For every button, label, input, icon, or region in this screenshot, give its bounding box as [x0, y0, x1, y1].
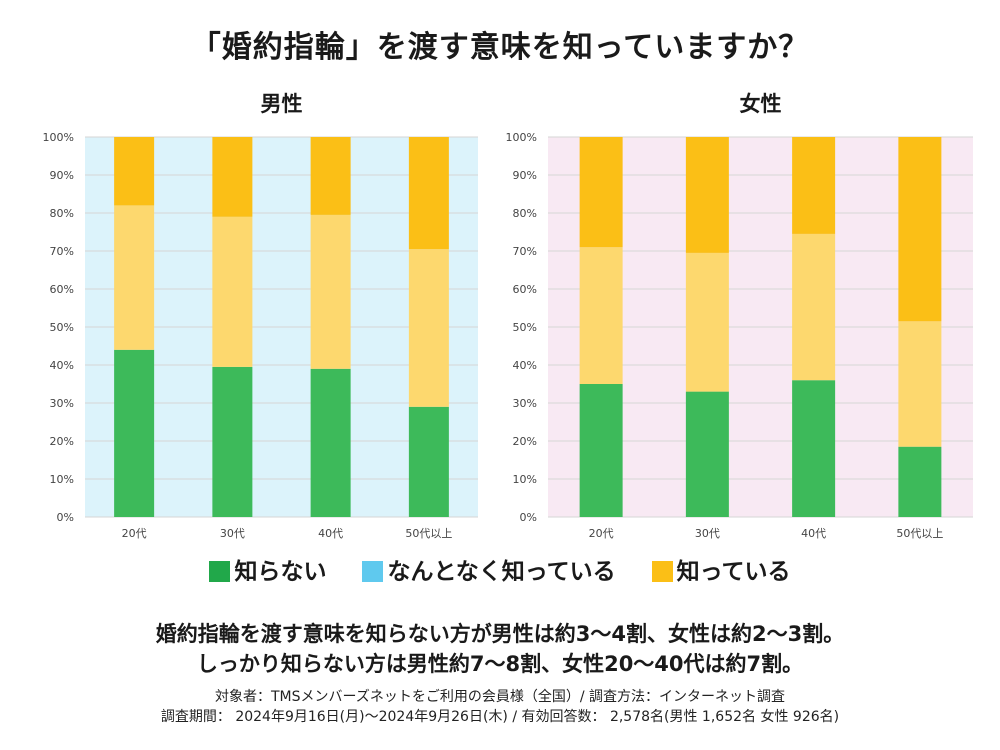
female-bar-know	[579, 137, 623, 248]
male-bar-know	[408, 137, 449, 250]
female-bar-somewhat	[792, 233, 836, 381]
male-bar-somewhat	[114, 205, 155, 350]
female-x-tick-label: 20代	[589, 527, 614, 540]
male-y-tick-label: 0%	[57, 511, 74, 524]
male-y-tick-label: 80%	[50, 207, 74, 220]
male-bar-know	[114, 137, 155, 206]
survey-note-1: 対象者：TMSメンバーズネットをご利用の会員様（全国）/ 調査方法：インターネッ…	[215, 689, 785, 705]
male-bar-dont-know	[212, 366, 253, 517]
female-bar-dont-know	[685, 391, 729, 517]
female-y-tick-label: 30%	[513, 397, 537, 410]
female-y-tick-label: 60%	[513, 283, 537, 296]
female-y-tick-label: 20%	[513, 435, 537, 448]
male-y-tick-label: 50%	[50, 321, 74, 334]
male-x-tick-label: 30代	[220, 527, 245, 540]
female-bar-dont-know	[898, 446, 942, 517]
male-bar-dont-know	[408, 406, 449, 517]
male-y-tick-label: 30%	[50, 397, 74, 410]
female-bar-know	[898, 137, 942, 322]
male-bar-somewhat	[310, 214, 351, 369]
female-x-tick-label: 40代	[801, 527, 826, 540]
male-x-tick-label: 40代	[318, 527, 343, 540]
female-y-tick-label: 50%	[513, 321, 537, 334]
male-bar-know	[212, 137, 253, 217]
female-bar-somewhat	[579, 247, 623, 384]
female-chart-title: 女性	[739, 92, 782, 116]
page-title: 「婚約指輪」を渡す意味を知っていますか？	[190, 30, 810, 65]
male-bar-dont-know	[114, 349, 155, 517]
female-y-tick-label: 90%	[513, 169, 537, 182]
female-bar-somewhat	[685, 252, 729, 392]
female-y-tick-label: 80%	[513, 207, 537, 220]
male-chart-title: 男性	[260, 92, 303, 116]
male-bar-know	[310, 137, 351, 215]
legend-item-somewhat: なんとなく知っている	[362, 552, 616, 586]
legend-swatch-dont-know	[209, 561, 231, 582]
male-y-tick-label: 20%	[50, 435, 74, 448]
summary-line-1: 婚約指輪を渡す意味を知らない方が男性は約3〜4割、女性は約2〜3割。	[155, 622, 845, 646]
male-x-tick-label: 50代以上	[405, 527, 452, 540]
male-y-tick-label: 60%	[50, 283, 74, 296]
survey-note-2: 調査期間： 2024年9月16日(月)〜2024年9月26日(木) / 有効回答…	[160, 709, 840, 725]
female-bar-know	[685, 137, 729, 253]
male-bar-dont-know	[310, 368, 351, 517]
legend-label-know: 知っている	[676, 559, 791, 585]
male-x-tick-label: 20代	[122, 527, 147, 540]
legend: 知らない なんとなく知っている 知っている	[0, 552, 1000, 586]
legend-swatch-somewhat	[362, 561, 384, 582]
female-bar-somewhat	[898, 321, 942, 447]
female-y-tick-label: 70%	[513, 245, 537, 258]
male-y-tick-label: 10%	[50, 473, 74, 486]
female-y-tick-label: 100%	[506, 131, 537, 144]
female-bar-know	[792, 137, 836, 234]
female-y-tick-label: 0%	[520, 511, 537, 524]
female-bar-dont-know	[579, 384, 623, 517]
legend-item-know: 知っている	[651, 552, 791, 586]
legend-swatch-know	[651, 561, 673, 582]
legend-item-dont-know: 知らない	[209, 552, 326, 586]
male-bar-somewhat	[212, 216, 253, 367]
female-y-tick-label: 10%	[513, 473, 537, 486]
female-x-tick-label: 30代	[695, 527, 720, 540]
summary-line-2: しっかり知らない方は男性約7〜8割、女性20〜40代は約7割。	[196, 652, 804, 676]
male-y-tick-label: 100%	[43, 131, 74, 144]
legend-label-dont-know: 知らない	[234, 559, 327, 585]
legend-label-somewhat: なんとなく知っている	[387, 559, 616, 585]
male-y-tick-label: 70%	[50, 245, 74, 258]
female-x-tick-label: 50代以上	[896, 527, 943, 540]
male-y-tick-label: 40%	[50, 359, 74, 372]
male-bar-somewhat	[408, 249, 449, 407]
female-y-tick-label: 40%	[513, 359, 537, 372]
female-bar-dont-know	[792, 380, 836, 517]
male-y-tick-label: 90%	[50, 169, 74, 182]
